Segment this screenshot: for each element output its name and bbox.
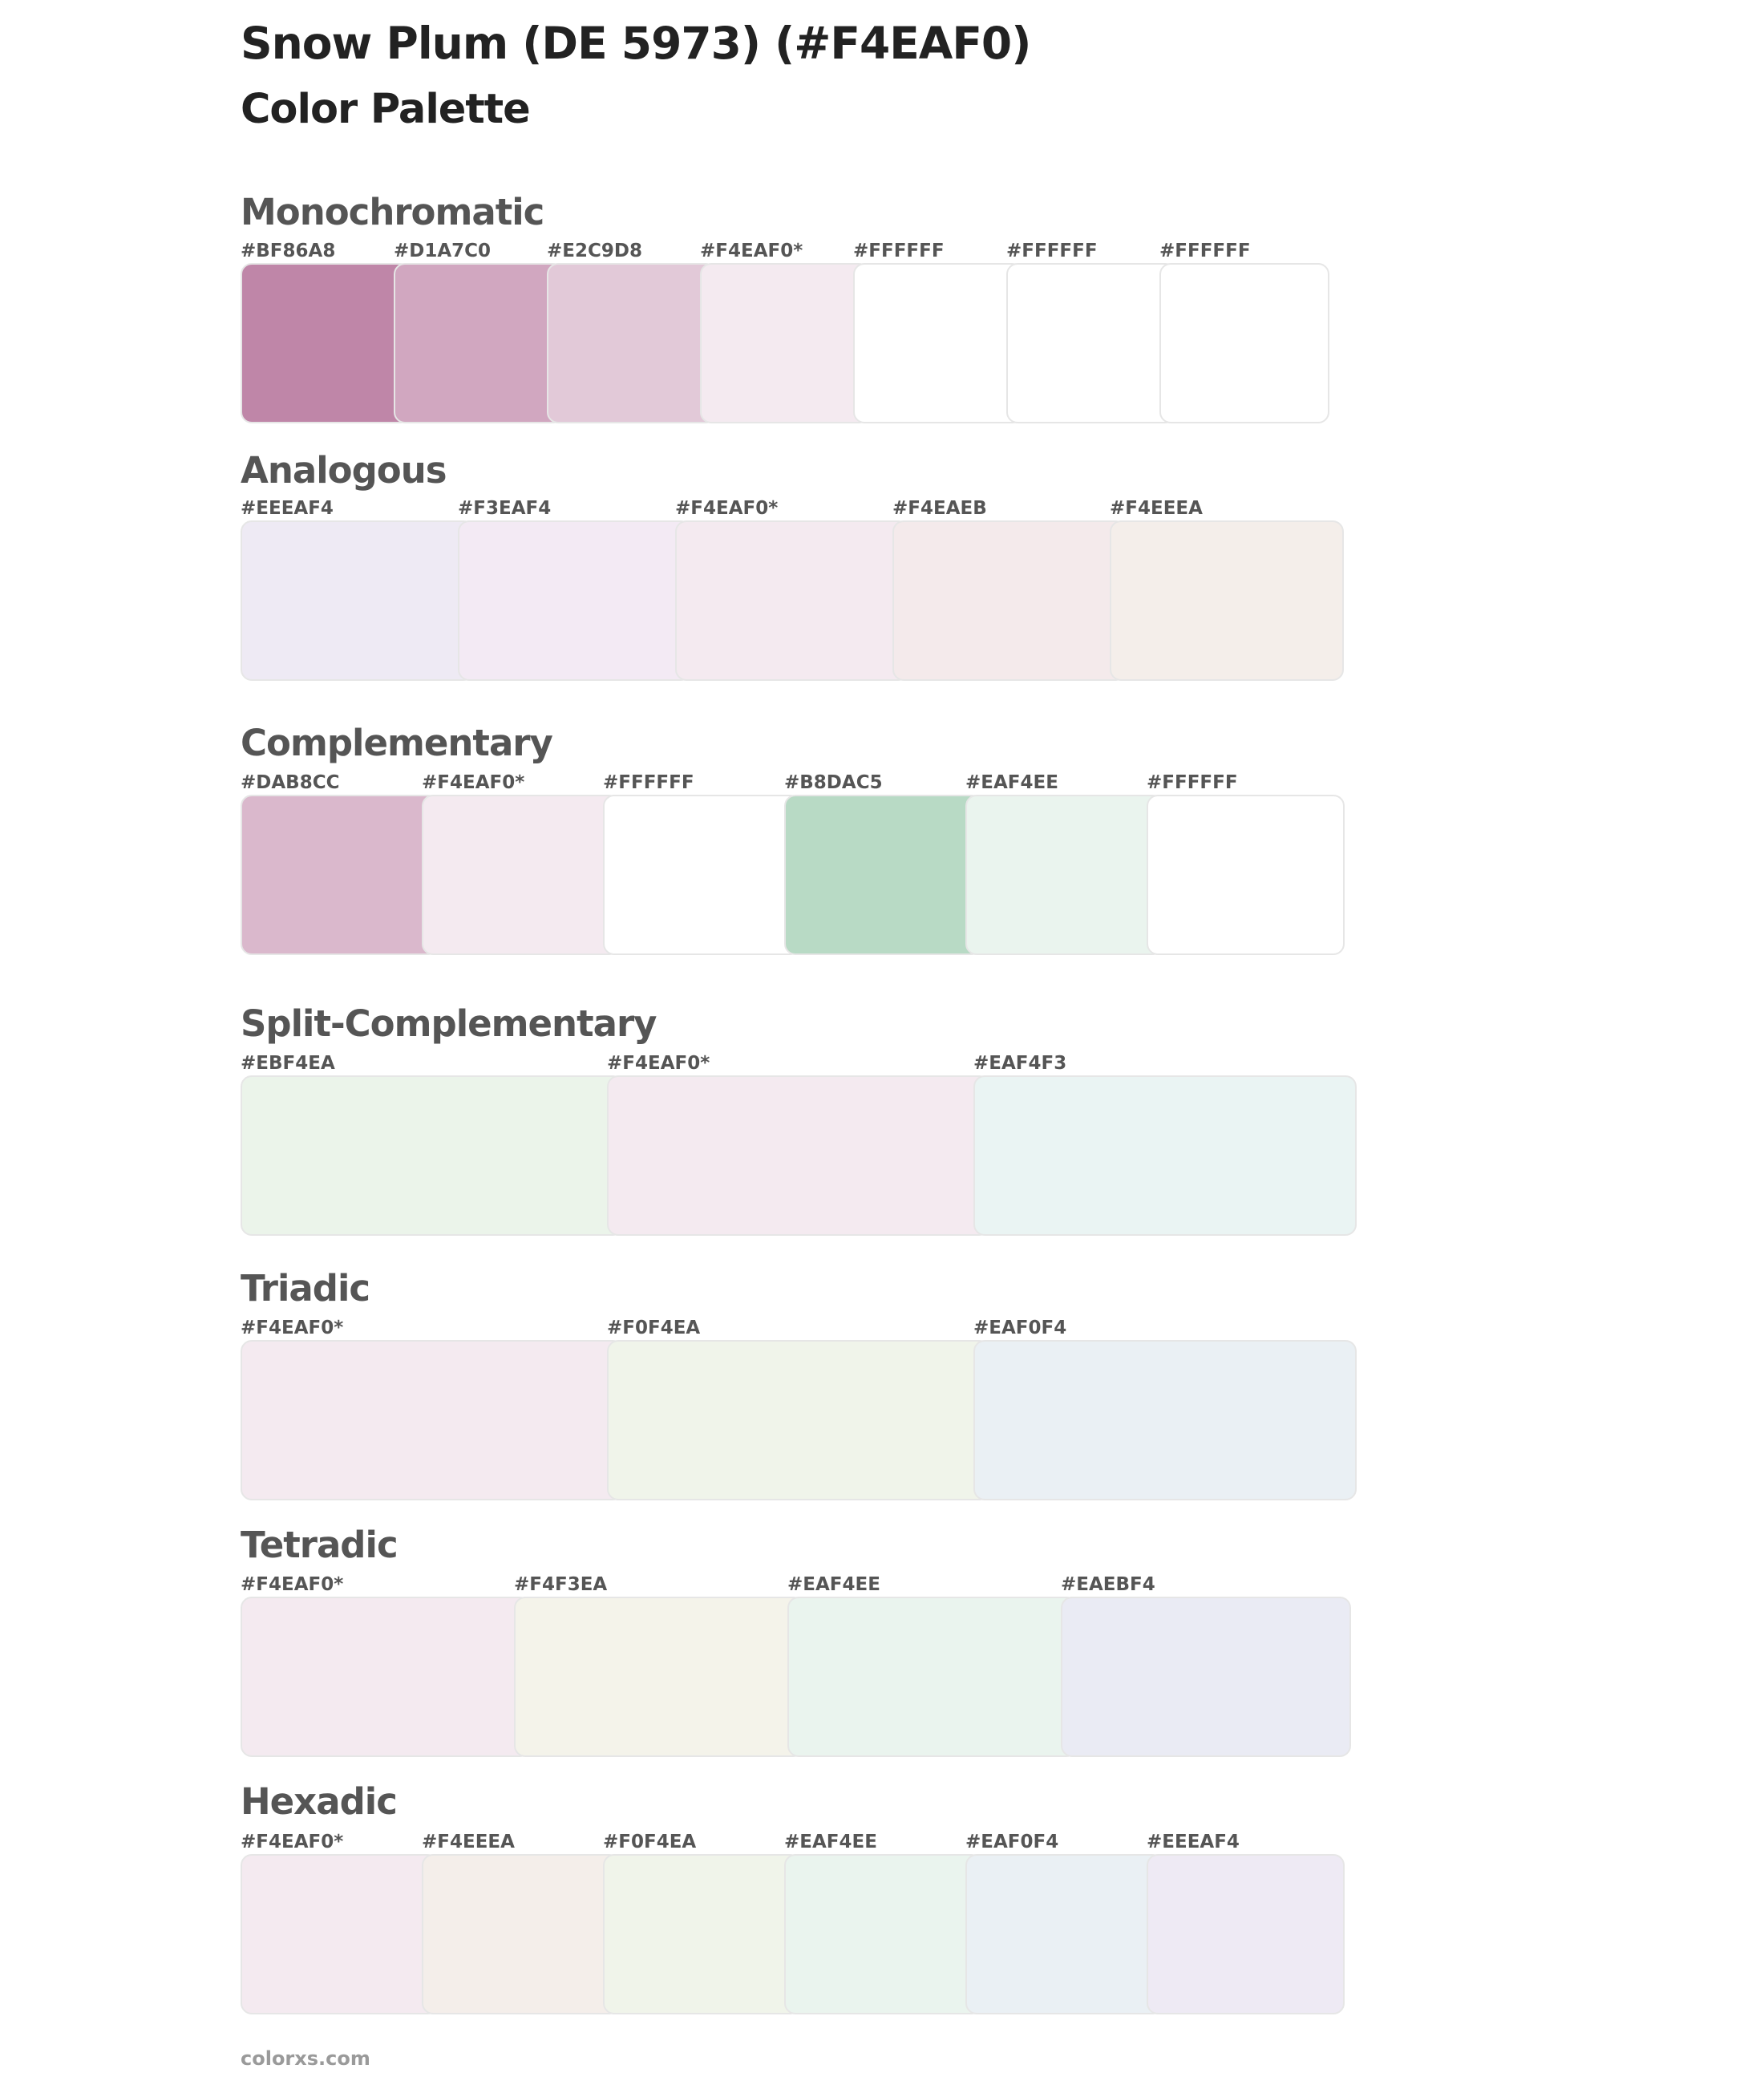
color-hex-label[interactable]: #EEEAF4 (1147, 1832, 1240, 1852)
color-hex-label[interactable]: #F4EAEB (892, 498, 987, 519)
color-swatch[interactable] (784, 1854, 982, 2014)
color-hex-label[interactable]: #F0F4EA (603, 1832, 697, 1852)
color-hex-label[interactable]: #FFFFFF (1147, 772, 1238, 793)
color-swatch[interactable] (241, 1075, 624, 1236)
section-title: Split-Complementary (241, 1002, 657, 1045)
color-swatch[interactable] (422, 1854, 620, 2014)
color-swatch[interactable] (965, 795, 1163, 955)
color-swatch[interactable] (607, 1075, 990, 1236)
color-hex-label[interactable]: #FFFFFF (1006, 241, 1098, 261)
color-swatch[interactable] (514, 1597, 804, 1757)
color-swatch[interactable] (892, 520, 1127, 681)
color-hex-label[interactable]: #FFFFFF (853, 241, 945, 261)
color-hex-label[interactable]: #F4EAF0* (422, 772, 525, 793)
color-swatch[interactable] (1147, 1854, 1345, 2014)
section-title: Tetradic (241, 1524, 399, 1566)
color-swatch[interactable] (973, 1340, 1357, 1500)
color-swatch[interactable] (607, 1340, 990, 1500)
page-title: Snow Plum (DE 5973) (#F4EAF0) (241, 18, 1031, 69)
color-swatch[interactable] (241, 1597, 531, 1757)
color-hex-label[interactable]: #EAF4EE (787, 1574, 880, 1595)
color-swatch[interactable] (973, 1075, 1357, 1236)
color-hex-label[interactable]: #F4EAF0* (241, 1574, 344, 1595)
section-title: Complementary (241, 722, 553, 764)
section-title: Monochromatic (241, 191, 544, 233)
color-hex-label[interactable]: #EAEBF4 (1061, 1574, 1155, 1595)
color-swatch[interactable] (241, 1340, 624, 1500)
color-swatch[interactable] (787, 1597, 1078, 1757)
color-swatch[interactable] (603, 795, 801, 955)
color-hex-label[interactable]: #EAF0F4 (965, 1832, 1059, 1852)
color-hex-label[interactable]: #FFFFFF (603, 772, 694, 793)
color-hex-label[interactable]: #F0F4EA (607, 1318, 701, 1338)
color-swatch[interactable] (700, 263, 870, 423)
color-hex-label[interactable]: #F4EAF0* (675, 498, 779, 519)
color-swatch[interactable] (1147, 795, 1345, 955)
color-hex-label[interactable]: #E2C9D8 (547, 241, 642, 261)
color-swatch[interactable] (784, 795, 982, 955)
color-swatch[interactable] (241, 795, 439, 955)
color-hex-label[interactable]: #F4EAF0* (607, 1053, 710, 1074)
color-hex-label[interactable]: #EAF0F4 (973, 1318, 1067, 1338)
section-title: Hexadic (241, 1780, 398, 1823)
color-swatch[interactable] (1061, 1597, 1351, 1757)
color-hex-label[interactable]: #F4EEEA (1110, 498, 1203, 519)
color-swatch[interactable] (241, 263, 411, 423)
color-hex-label[interactable]: #D1A7C0 (394, 241, 492, 261)
color-swatch[interactable] (1159, 263, 1329, 423)
color-swatch[interactable] (853, 263, 1023, 423)
color-hex-label[interactable]: #F4EAF0* (241, 1832, 344, 1852)
color-swatch[interactable] (241, 1854, 439, 2014)
color-swatch[interactable] (675, 520, 909, 681)
color-hex-label[interactable]: #BF86A8 (241, 241, 336, 261)
color-swatch[interactable] (394, 263, 564, 423)
color-swatch[interactable] (965, 1854, 1163, 2014)
color-swatch[interactable] (422, 795, 620, 955)
color-hex-label[interactable]: #F4EAF0* (241, 1318, 344, 1338)
site-footer[interactable]: colorxs.com (241, 2047, 370, 2070)
color-hex-label[interactable]: #EBF4EA (241, 1053, 335, 1074)
section-title: Analogous (241, 449, 447, 492)
color-hex-label[interactable]: #FFFFFF (1159, 241, 1251, 261)
color-hex-label[interactable]: #F3EAF4 (458, 498, 552, 519)
color-hex-label[interactable]: #EEEAF4 (241, 498, 334, 519)
color-swatch[interactable] (1006, 263, 1176, 423)
color-swatch[interactable] (547, 263, 717, 423)
color-hex-label[interactable]: #DAB8CC (241, 772, 340, 793)
color-hex-label[interactable]: #F4F3EA (514, 1574, 608, 1595)
color-hex-label[interactable]: #B8DAC5 (784, 772, 883, 793)
color-swatch[interactable] (458, 520, 692, 681)
color-swatch[interactable] (1110, 520, 1344, 681)
color-swatch[interactable] (603, 1854, 801, 2014)
color-hex-label[interactable]: #EAF4EE (965, 772, 1058, 793)
page-subtitle: Color Palette (241, 86, 531, 133)
color-hex-label[interactable]: #F4EAF0* (700, 241, 803, 261)
color-hex-label[interactable]: #EAF4EE (784, 1832, 877, 1852)
color-swatch[interactable] (241, 520, 475, 681)
color-hex-label[interactable]: #EAF4F3 (973, 1053, 1067, 1074)
section-title: Triadic (241, 1267, 370, 1310)
color-hex-label[interactable]: #F4EEEA (422, 1832, 515, 1852)
